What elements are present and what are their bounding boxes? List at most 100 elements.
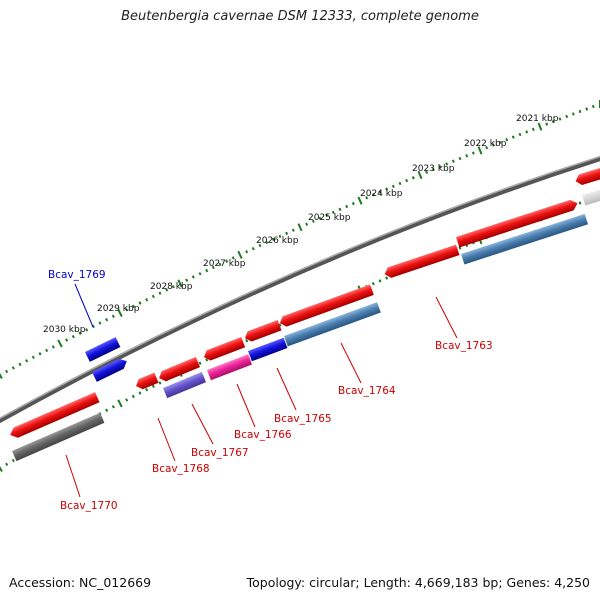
gene-bcav-1764-red[interactable] (278, 284, 374, 328)
ruler-minor-tick (525, 130, 529, 134)
genome-backbone (0, 155, 600, 424)
ruler-label: 2029 kbp (97, 304, 140, 314)
ruler-minor-tick (145, 298, 149, 302)
ruler-label: 2030 kbp (43, 325, 86, 335)
gene-label-bcav-1764[interactable]: Bcav_1764 (338, 385, 396, 397)
ruler-minor-tick (138, 391, 142, 395)
ruler-minor-tick (65, 338, 69, 342)
ruler-minor-tick (571, 112, 575, 116)
ruler-minor-tick (198, 272, 202, 276)
ruler-minor-tick (278, 323, 282, 327)
gene-bcav-1767-purple[interactable] (163, 371, 207, 399)
ruler-minor-tick (331, 210, 335, 215)
ruler-minor-tick (451, 159, 455, 163)
gene-next-red[interactable] (574, 164, 600, 186)
gene-bcav-1763-steel[interactable] (461, 213, 589, 265)
ruler-minor-tick (151, 384, 155, 389)
ruler-minor-tick (131, 394, 135, 399)
ruler-label: 2028 kbp (150, 282, 193, 292)
ruler-minor-tick (498, 140, 502, 145)
ruler-minor-tick (51, 345, 55, 349)
ruler-minor-tick (251, 246, 255, 251)
ruler-minor-tick (278, 234, 282, 239)
ruler-minor-tick (11, 458, 15, 463)
ruler-minor-tick (31, 355, 35, 360)
ruler-major-tick (357, 196, 363, 205)
ruler-minor-tick (578, 109, 582, 114)
gene-label-bcav-1763[interactable]: Bcav_1763 (435, 340, 493, 352)
ruler-minor-tick (505, 138, 509, 142)
ruler-label: 2027 kbp (203, 259, 246, 269)
ruler-minor-tick (311, 219, 315, 223)
ruler-minor-tick (198, 361, 202, 365)
ruler-minor-tick (245, 338, 249, 343)
ruler-minor-tick (585, 107, 589, 111)
ruler-minor-tick (131, 304, 135, 309)
ruler-minor-tick (271, 237, 275, 242)
ruler-minor-tick (5, 369, 9, 374)
ruler-major-tick (477, 146, 483, 155)
ruler-minor-tick (551, 119, 555, 124)
gene-bcav-1765-blue[interactable] (248, 337, 288, 362)
gene-bcav-1766-red[interactable] (202, 336, 246, 362)
ruler-minor-tick (511, 135, 515, 139)
gene-next-light[interactable] (582, 186, 600, 206)
gene-bcav-1764-steel[interactable] (284, 302, 381, 347)
ruler-minor-tick (218, 262, 222, 266)
gene-label-bcav-1766[interactable]: Bcav_1766 (234, 429, 292, 441)
ruler-minor-tick (385, 187, 389, 191)
ruler-label: 2024 kbp (360, 189, 403, 199)
ruler-minor-tick (405, 178, 409, 183)
ruler-major-tick (537, 122, 543, 131)
accession-text: Accession: NC_012669 (9, 575, 152, 590)
ruler-minor-tick (338, 207, 342, 212)
gene-bcav-1770-red[interactable] (8, 392, 100, 440)
ruler-minor-tick (105, 317, 109, 322)
ruler-minor-tick (258, 243, 262, 248)
ruler-minor-tick (205, 358, 209, 362)
ruler-minor-tick (11, 366, 15, 370)
ruler-minor-tick (578, 201, 582, 205)
gene-bcav-1770-gray[interactable] (12, 412, 105, 462)
ruler-minor-tick (438, 165, 442, 169)
ruler-major-tick (117, 308, 123, 317)
ruler-minor-tick (385, 276, 389, 280)
gene-label-bcav-1768[interactable]: Bcav_1768 (152, 463, 210, 475)
ruler-minor-tick (165, 288, 169, 292)
ruler-minor-tick (471, 151, 475, 155)
gene-bcav-1769-b[interactable] (92, 356, 129, 382)
gene-bcav-1765-red[interactable] (243, 320, 282, 343)
gene-bcav-1769-a[interactable] (85, 337, 121, 362)
gene-bcav-1766-pink[interactable] (207, 354, 253, 381)
gene-bcav-1768[interactable] (134, 372, 159, 392)
gene-label-bcav-1769[interactable]: Bcav_1769 (48, 269, 106, 281)
gene-label-bcav-1765[interactable]: Bcav_1765 (274, 413, 332, 425)
gene-bcav-1763-red-b[interactable] (456, 198, 579, 248)
gene-label-bcav-1767[interactable]: Bcav_1767 (191, 447, 249, 459)
ruler-minor-tick (5, 462, 9, 466)
ruler-minor-tick (18, 362, 22, 367)
ruler-label: 2023 kbp (412, 164, 455, 174)
ruler-minor-tick (445, 162, 449, 166)
ruler-minor-tick (558, 117, 562, 121)
ruler-minor-tick (265, 240, 269, 245)
ruler-minor-tick (245, 250, 249, 254)
ruler-minor-tick (431, 167, 435, 172)
ruler-minor-tick (458, 156, 462, 161)
ruler-minor-tick (318, 216, 322, 220)
ruler-label: 2025 kbp (308, 213, 351, 223)
ruler-major-tick (237, 250, 243, 259)
ruler-major-tick (297, 223, 303, 232)
ruler-minor-tick (158, 291, 162, 295)
ruler-minor-tick (111, 314, 115, 319)
ruler-major-tick (177, 279, 183, 288)
gene-bcav-1763-red-a[interactable] (383, 244, 460, 280)
ruler-minor-tick (411, 176, 415, 180)
ruler-minor-tick (191, 275, 195, 279)
ruler-minor-tick (111, 405, 115, 409)
ruler-minor-tick (531, 127, 535, 131)
gene-label-bcav-1770[interactable]: Bcav_1770 (60, 500, 118, 512)
gene-bcav-1767-red[interactable] (157, 356, 201, 383)
ruler-minor-tick (378, 279, 382, 283)
ruler-minor-tick (211, 265, 215, 270)
